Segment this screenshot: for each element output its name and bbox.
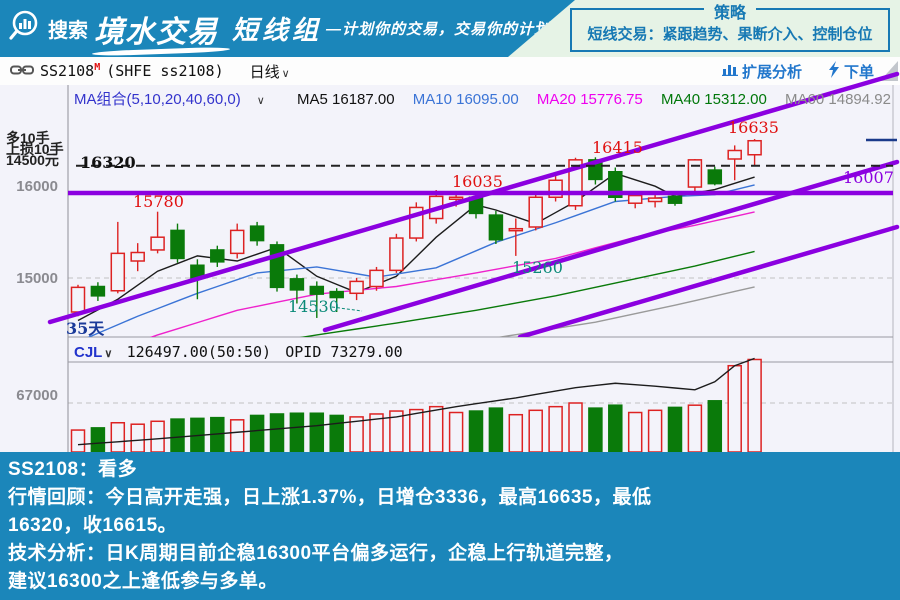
ma10-value: MA10 16095.00 [412, 91, 519, 108]
ma40-value: MA40 15312.00 [660, 91, 767, 108]
strategy-box: 策略 短线交易：紧跟趋势、果断介入、控制仓位 [570, 0, 890, 52]
analysis-panel: SS2108：看多 行情回顾：今日高开走强，日上涨1.37%，日增仓3336，最… [0, 452, 900, 600]
contract-detail: (SHFE ss2108) [106, 62, 224, 80]
chart-annotation-16635: 16635 [728, 118, 779, 137]
ma20-value: MA20 15776.75 [536, 91, 643, 108]
ma60-value: MA60 14894.92 [785, 91, 891, 108]
price-axis-15000: 15000 [16, 270, 58, 287]
instrument-toolbar: SS2108M (SHFE ss2108) 日线 ∨ 扩展分析 [0, 57, 900, 86]
chart-annotation-16320: 16320 [80, 153, 136, 172]
price-axis-16000: 16000 [16, 178, 58, 195]
link-icon [10, 63, 34, 80]
volume-indicator-row: CJL ∨ 126497.00(50:50) OPID 73279.00 [74, 343, 403, 361]
chart-annotation-16007: 16007 [843, 168, 894, 187]
analysis-line: 行情回顾：今日高开走强，日上涨1.37%，日增仓3336，最高16635，最低 [8, 487, 652, 508]
chart-annotation-14530: 14530 [288, 297, 339, 316]
brand-name: 境水交易 [91, 7, 231, 56]
position-stop-note: 多10手 上损10手 14500元 [6, 130, 64, 168]
search-label: 搜索 [48, 20, 88, 42]
group-name: 短线组 [232, 15, 323, 45]
candlestick-chart-canvas[interactable] [0, 71, 900, 453]
chart-annotation-15260: 15260 [512, 258, 563, 277]
analysis-line: 技术分析：日K周期目前企稳16300平台偏多运行，企稳上行轨道完整， [8, 543, 624, 564]
contract-symbol: SS2108M [40, 62, 101, 80]
opid-value: OPID 73279.00 [285, 343, 403, 361]
top-banner: 搜索 境水交易 短线组 —计划你的交易，交易你的计划！ 策略 短线交易：紧跟趋势… [0, 0, 900, 57]
analysis-line: 16320，收16615。 [8, 515, 178, 536]
place-order-button[interactable]: 下单 [828, 60, 874, 82]
strategy-text: 短线交易：紧跟趋势、果断介入、控制仓位 [587, 26, 873, 43]
banner-slogan: —计划你的交易，交易你的计划！ [326, 21, 567, 38]
volume-axis-67000: 67000 [16, 387, 58, 404]
chart-annotation-35天: 35天 [66, 319, 105, 338]
ma-indicator-row: MA组合(5,10,20,40,60,0) ∨ MA5 16187.00 MA10… [74, 88, 900, 109]
lightning-icon [828, 60, 840, 82]
expand-analysis-button[interactable]: 扩展分析 [721, 61, 802, 82]
chart-annotation-16035: 16035 [452, 172, 503, 191]
analysis-line: 建议16300之上逢低参与多单。 [8, 571, 278, 592]
cjl-value: 126497.00(50:50) [126, 343, 272, 361]
chart-region: MA组合(5,10,20,40,60,0) ∨ MA5 16187.00 MA10… [0, 71, 900, 453]
ma5-value: MA5 16187.00 [297, 91, 395, 108]
symbol-flag: M [94, 62, 101, 73]
strategy-title: 策略 [703, 0, 757, 23]
period-dropdown[interactable]: 日线 ∨ [249, 63, 290, 81]
chart-annotation-15780: 15780 [133, 192, 184, 211]
strategy-zone: 策略 短线交易：紧跟趋势、果断介入、控制仓位 [562, 0, 900, 57]
search-chart-logo-icon [8, 8, 44, 49]
chart-annotation-16415: 16415 [592, 138, 643, 157]
ma-combo-dropdown[interactable]: MA组合(5,10,20,40,60,0) ∨ [74, 91, 265, 108]
brand-banner: 搜索 境水交易 短线组 —计划你的交易，交易你的计划！ [0, 0, 575, 57]
analysis-line: SS2108：看多 [8, 459, 138, 480]
chevron-down-icon: ∨ [281, 67, 290, 80]
cjl-dropdown[interactable]: CJL ∨ [74, 344, 113, 361]
bar-chart-icon [721, 62, 738, 80]
